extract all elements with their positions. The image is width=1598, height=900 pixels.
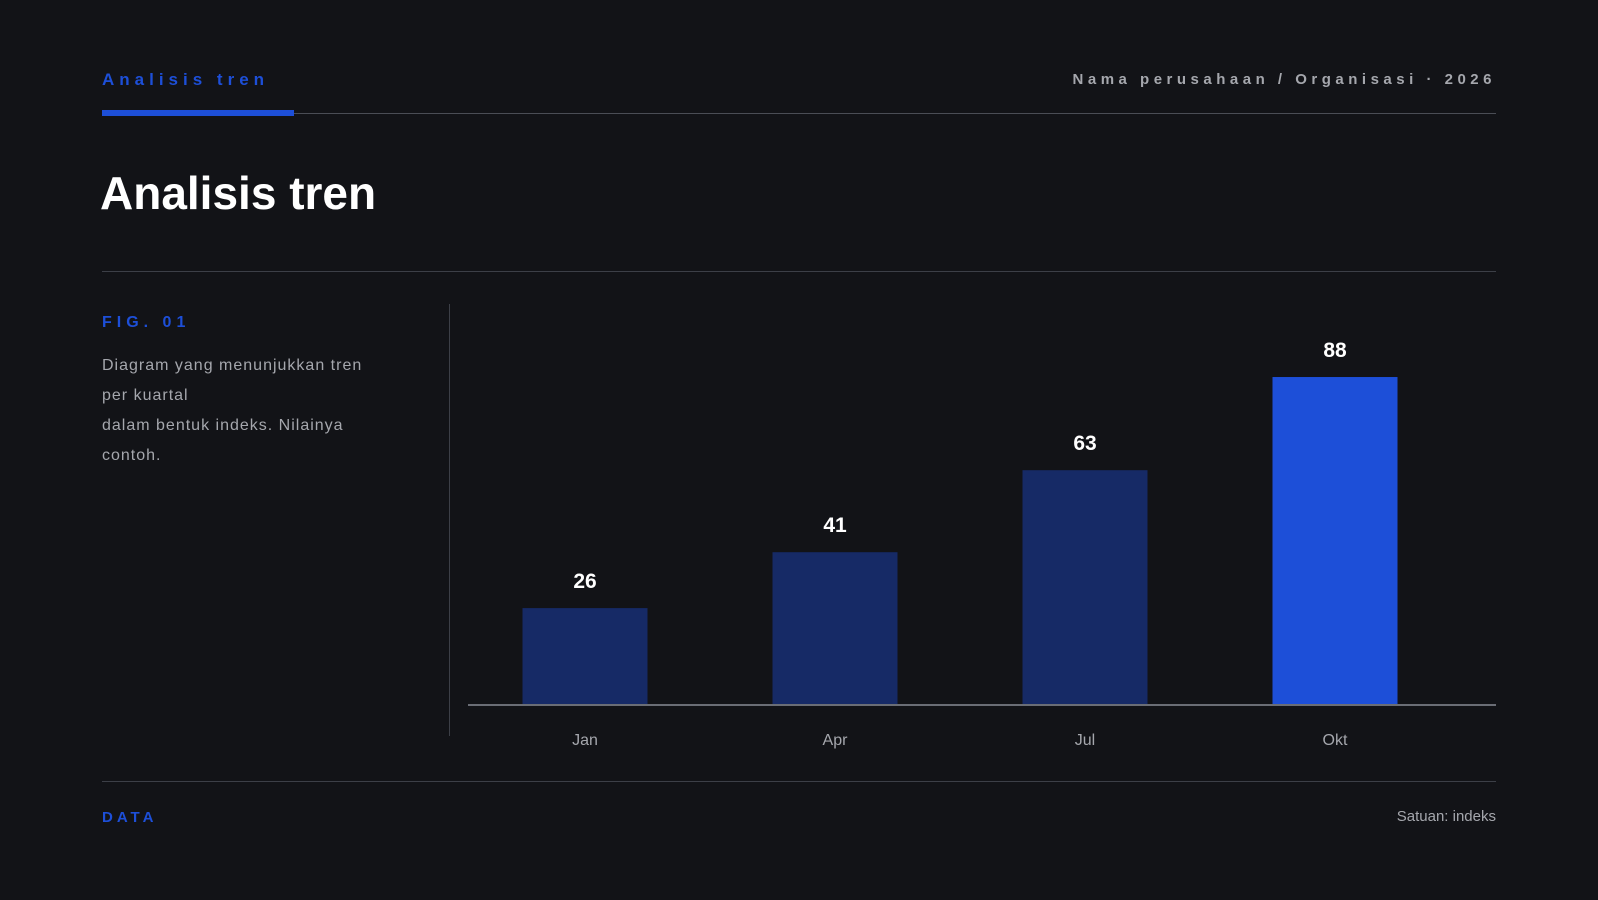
bar-value-label: 26 <box>573 570 596 593</box>
bar-chart: 26 Jan 41 Apr 63 Jul 88 Okt <box>468 339 1496 749</box>
header-divider <box>102 113 1496 114</box>
organization-label: Nama perusahaan / Organisasi · 2026 <box>1072 71 1496 88</box>
bar <box>1272 377 1398 705</box>
bar <box>772 552 898 705</box>
figure-description: Diagram yang menunjukkan tren per kuarta… <box>102 351 402 471</box>
bar-value-label: 63 <box>1073 432 1096 455</box>
figure-description-line: dalam bentuk indeks. Nilainya <box>102 417 344 434</box>
figure-label: FIG. 01 <box>102 314 191 331</box>
header-accent-bar <box>102 110 294 116</box>
page-title: Analisis tren <box>100 167 377 219</box>
title-divider <box>102 271 1496 272</box>
figure-description-line: per kuartal <box>102 387 189 404</box>
figure-description-line: Diagram yang menunjukkan tren <box>102 357 363 374</box>
section-label: Analisis tren <box>102 70 270 89</box>
bar-value-label: 88 <box>1323 339 1347 362</box>
unit-label: Satuan: indeks <box>1396 808 1496 825</box>
x-tick-label: Okt <box>1323 732 1348 749</box>
x-tick-label: Jan <box>572 732 598 749</box>
x-tick-label: Jul <box>1075 732 1095 749</box>
bar-value-label: 41 <box>823 514 847 537</box>
figure-description-line: contoh. <box>102 447 162 464</box>
data-label: DATA <box>102 809 158 826</box>
bar <box>1022 470 1148 705</box>
footer-divider <box>102 781 1496 782</box>
figure-divider <box>449 304 450 736</box>
bar <box>522 608 648 705</box>
x-tick-label: Apr <box>823 732 849 749</box>
